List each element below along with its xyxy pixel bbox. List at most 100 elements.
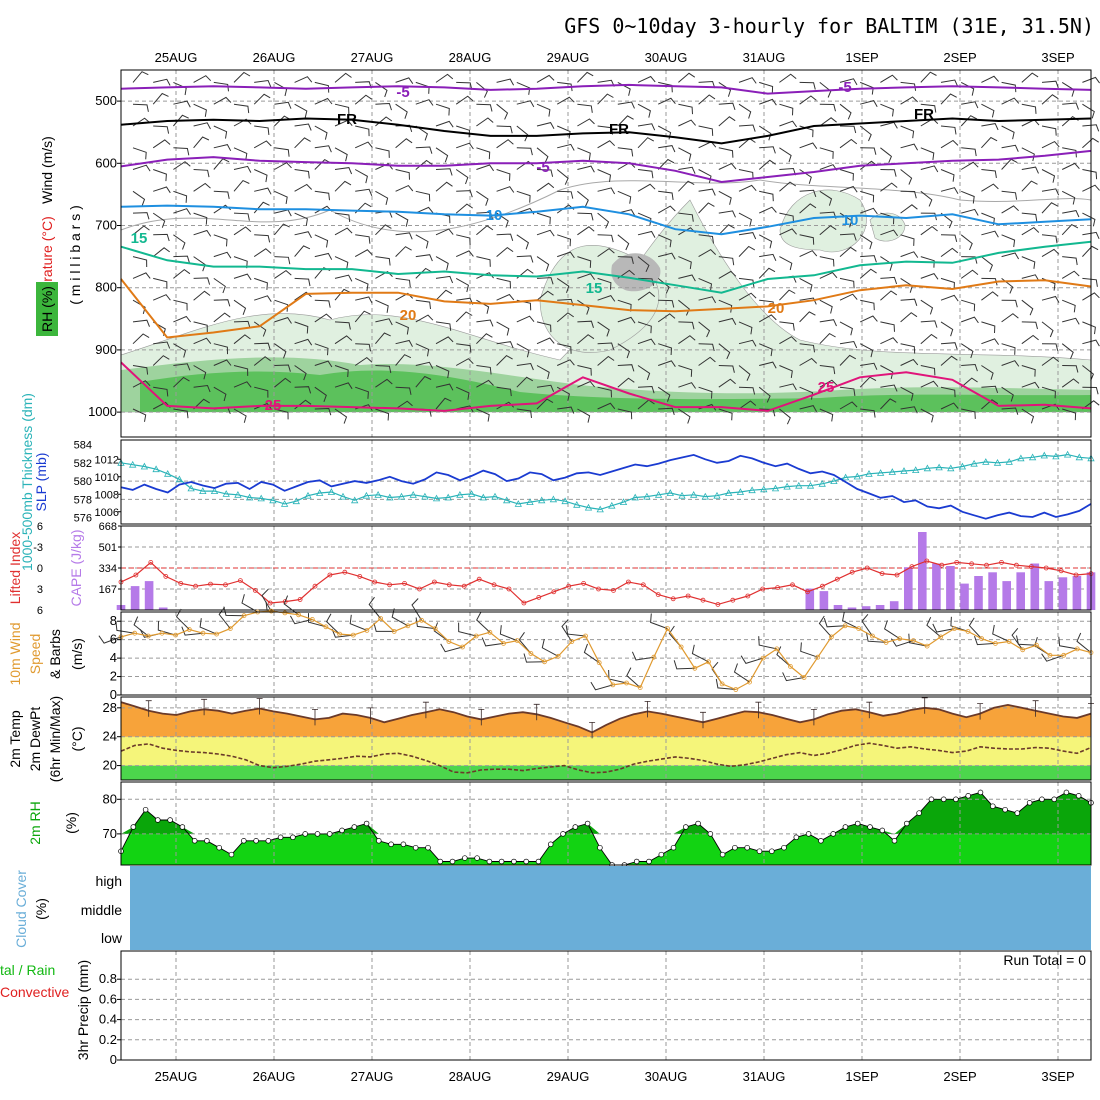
wind-barb-47-9 [1082,277,1098,287]
wind-barb-17-5 [476,190,489,206]
wind10-point-13 [296,612,302,618]
wind-barb-12-0 [375,81,388,98]
wind-barb-28-8 [698,248,717,258]
lifted-point-50 [864,565,870,571]
rh2m-point-24 [412,844,419,851]
wind-barb-34-1 [819,103,836,112]
bottom-date-axis: 25AUG 26AUG 27AUG 28AUG 29AUG 30AUG 31AUG 1SEP 2… [155,1069,1075,1084]
date-label-bottom-5: 30AUG [645,1069,688,1084]
cape-bar-56 [904,567,913,610]
wind-barb-24-13 [617,364,635,372]
wind-barb-7-13 [274,364,291,372]
wind-barb-19-14 [516,376,534,388]
wind-barb-4-14 [213,386,227,402]
wind-barb-0-12 [132,333,150,345]
thickness-point-42 [608,501,616,509]
wind-barb-3-0 [193,75,212,83]
wind-barb-6-7 [254,234,271,243]
wind-barb-37-4 [880,169,897,177]
thickness-point-35 [526,498,534,505]
wind10-barb-32 [541,638,559,657]
lifted-point-24 [476,576,482,582]
wind10-barb-20 [373,622,395,632]
thickness-point-26 [421,492,429,500]
wind-barb-10-9 [334,274,353,282]
thickness-point-58 [795,481,803,489]
temp2m-panel: 20 24 28 2m Temp 2m DewPt (6hr Min/Max) (°C) [7,696,1094,782]
thickness-point-13 [269,496,277,504]
wind-barb-10-0 [334,72,352,83]
p1-ytick-1: 600 [95,155,117,170]
wind10-point-43 [706,659,711,665]
wind-barb-29-0 [718,81,732,97]
wind10-point-16 [337,631,343,637]
wind-barb-41-10 [961,299,976,312]
top-date-axis: 25AUG 26AUG 27AUG 28AUG 29AUG 30AUG 31AUG 1SEP 2… [155,50,1075,65]
thickness-point-81 [1063,450,1072,458]
wind-barb-9-1 [314,97,333,105]
thickness-point-41 [596,505,604,513]
wind-barb-2-10 [173,299,188,311]
wind-barb-40-2 [940,125,957,135]
wind-barb-6-12 [254,342,271,351]
rh2m-point-19 [351,824,358,830]
thickness-point-5 [175,475,184,483]
wind-barb-35-7 [839,233,857,241]
temp2m-axis-label-a: 2m Temp [7,710,23,768]
wind-barb-31-14 [758,386,771,403]
wind10-barb-9 [223,606,245,617]
wind10-barb-60 [926,616,942,638]
wind-barb-38-3 [900,143,919,151]
wind10-barb-61 [932,623,955,633]
thickness-point-18 [327,488,336,495]
wind10-barb-4 [157,621,176,636]
wind-barb-36-6 [860,207,878,215]
wind-barb-21-7 [557,234,572,247]
wind-barb-22-12 [577,334,595,345]
wind-barb-8-9 [294,277,311,287]
wind-barb-42-12 [981,338,1000,345]
wind-barb-44-6 [1021,212,1038,222]
wind-barb-27-2 [678,119,696,127]
thickness-point-71 [947,464,955,472]
rh2m-point-35 [547,841,554,848]
wind-barb-21-1 [556,96,575,105]
wind-barb-35-14 [839,386,856,396]
wind-barb-21-4 [556,169,569,185]
wind-barb-17-8 [476,256,491,267]
wind-barb-3-7 [193,229,212,237]
wind-barb-0-15 [132,408,147,422]
wind-barb-10-1 [334,103,350,115]
cloud-level-low: low [101,930,123,946]
wind10-point-50 [801,675,807,680]
wind-barb-12-15 [375,408,390,421]
wind10-point-70 [1074,646,1080,652]
wind-barb-10-12 [334,335,353,345]
wind-barb-40-1 [940,93,957,105]
wind10-point-51 [815,654,821,660]
wind-barb-8-14 [294,386,312,394]
wind-barb-30-11 [738,321,753,335]
temp2m-axis-label-d: (°C) [69,726,85,751]
wind-barb-26-15 [658,407,675,416]
rh2m-point-54 [781,844,787,851]
wind-barb-18-12 [496,341,514,349]
wind-barb-4-1 [213,96,232,105]
thickness-point-54 [748,486,756,494]
wind-barb-23-15 [597,402,616,410]
thickness-tick-3: 578 [74,494,92,506]
wind-barb-3-5 [193,182,211,192]
wind-barb-44-3 [1021,147,1035,162]
wind-barb-18-3 [496,139,514,149]
wind10-barb-54 [842,611,859,630]
wind-barb-3-13 [193,365,207,380]
wind-barb-1-7 [153,233,170,242]
rh2m-point-9 [228,851,235,858]
temp-contour-4 [120,240,1092,294]
wind-barb-25-0 [637,75,656,83]
wind10-axis-label-d: (m/s) [69,638,85,670]
wind-barb-8-3 [294,137,311,149]
rh2m-point-43 [646,858,652,865]
wind-barb-18-2 [496,125,513,134]
